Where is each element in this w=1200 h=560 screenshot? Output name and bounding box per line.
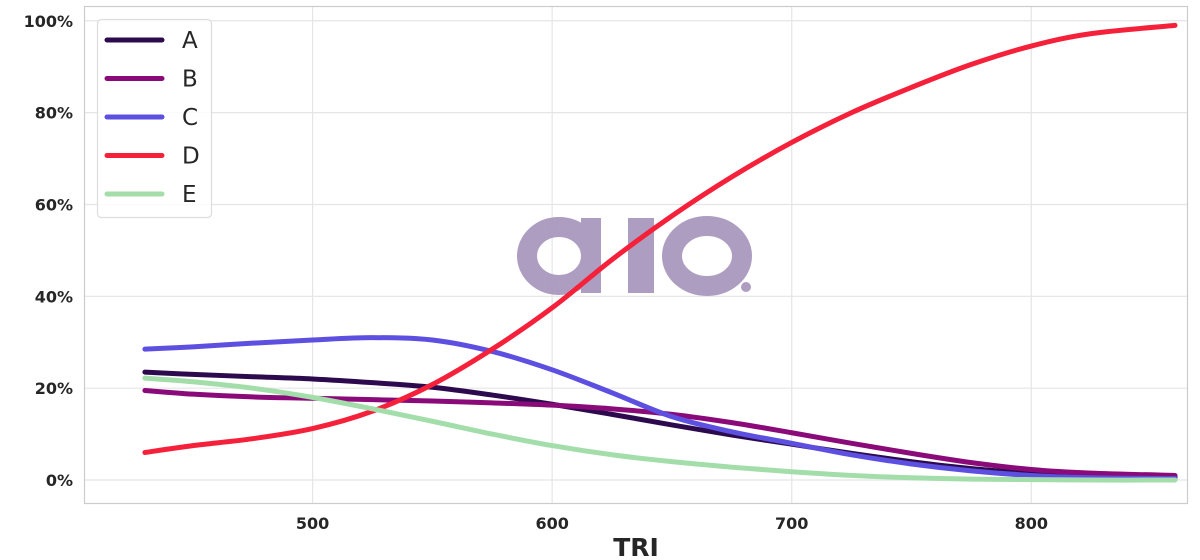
legend-label-b: B bbox=[182, 67, 198, 93]
x-axis-title: TRI bbox=[613, 533, 659, 560]
series-lines bbox=[142, 22, 1178, 483]
series-line-e bbox=[142, 375, 1178, 483]
grid bbox=[85, 7, 1187, 503]
legend-label-c: C bbox=[182, 105, 198, 131]
legend-label-a: A bbox=[182, 28, 198, 54]
y-tick-label: 20% bbox=[35, 379, 73, 398]
plot-frame bbox=[83, 5, 1189, 505]
legend-label-e: E bbox=[182, 182, 197, 208]
y-tick-label: 0% bbox=[46, 471, 73, 490]
x-tick-label: 800 bbox=[1015, 514, 1048, 533]
x-tick-label: 500 bbox=[296, 514, 329, 533]
x-axis-ticks: 500 600 700 800 bbox=[296, 514, 1048, 533]
series-line-d bbox=[142, 22, 1178, 455]
y-axis-ticks: 0% 20% 40% 60% 80% 100% bbox=[24, 12, 73, 490]
y-tick-label: 40% bbox=[35, 287, 73, 306]
y-tick-label: 60% bbox=[35, 195, 73, 214]
x-tick-label: 700 bbox=[775, 514, 808, 533]
y-tick-label: 80% bbox=[35, 104, 73, 123]
x-tick-label: 600 bbox=[535, 514, 568, 533]
series-line-c bbox=[142, 335, 1178, 482]
legend-label-d: D bbox=[182, 144, 200, 170]
y-tick-label: 100% bbox=[24, 12, 73, 31]
